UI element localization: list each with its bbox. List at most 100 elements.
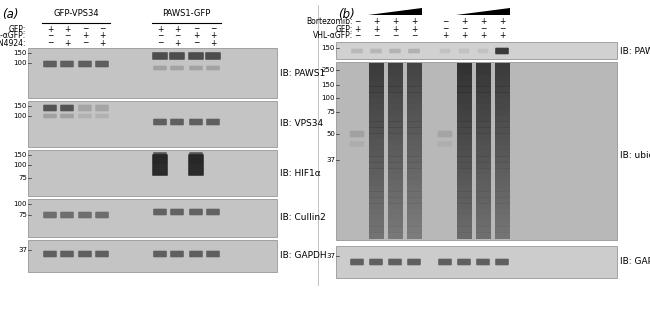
Bar: [495, 220, 510, 227]
Bar: [476, 121, 491, 128]
Bar: [406, 186, 421, 192]
Text: PAWS1-GFP: PAWS1-GFP: [162, 9, 211, 18]
Bar: [456, 203, 471, 209]
Text: +: +: [354, 25, 360, 34]
FancyBboxPatch shape: [439, 49, 450, 53]
Text: −: −: [82, 25, 88, 34]
Bar: [28, 199, 277, 237]
Bar: [476, 92, 491, 99]
Bar: [387, 174, 402, 180]
Text: +: +: [157, 25, 163, 34]
Bar: [456, 86, 471, 93]
Bar: [387, 86, 402, 93]
Bar: [369, 121, 383, 128]
Bar: [406, 69, 421, 75]
Bar: [476, 186, 491, 192]
Bar: [387, 220, 402, 227]
Bar: [476, 156, 491, 163]
Bar: [28, 150, 277, 196]
Bar: [495, 150, 510, 157]
FancyBboxPatch shape: [95, 105, 109, 111]
Text: MLN4924:: MLN4924:: [0, 38, 26, 47]
Bar: [406, 150, 421, 157]
Text: 37: 37: [18, 247, 27, 253]
Bar: [406, 121, 421, 128]
Bar: [387, 133, 402, 139]
FancyBboxPatch shape: [408, 49, 420, 53]
Bar: [387, 168, 402, 174]
FancyBboxPatch shape: [206, 251, 220, 257]
FancyBboxPatch shape: [43, 212, 57, 218]
Text: GFP:: GFP:: [335, 25, 353, 34]
Bar: [495, 98, 510, 104]
Text: −: −: [411, 31, 417, 41]
Text: −: −: [442, 25, 448, 34]
Bar: [369, 81, 383, 87]
FancyBboxPatch shape: [170, 251, 184, 257]
Text: IB: ubiquitin: IB: ubiquitin: [620, 150, 650, 159]
Bar: [495, 81, 510, 87]
FancyBboxPatch shape: [95, 114, 109, 118]
Text: +: +: [373, 18, 379, 27]
Text: +: +: [373, 25, 379, 34]
Bar: [369, 162, 383, 169]
Bar: [476, 98, 491, 104]
Bar: [456, 168, 471, 174]
FancyBboxPatch shape: [153, 119, 167, 125]
Bar: [28, 101, 277, 147]
Text: 250: 250: [322, 67, 335, 73]
Bar: [369, 150, 383, 157]
FancyBboxPatch shape: [188, 52, 204, 60]
FancyBboxPatch shape: [170, 66, 184, 70]
FancyBboxPatch shape: [350, 141, 364, 147]
Text: −: −: [373, 31, 379, 41]
FancyBboxPatch shape: [43, 114, 57, 118]
Bar: [387, 156, 402, 163]
FancyBboxPatch shape: [60, 61, 74, 67]
Bar: [406, 191, 421, 198]
Bar: [387, 121, 402, 128]
Bar: [387, 197, 402, 204]
Bar: [456, 121, 471, 128]
FancyBboxPatch shape: [388, 259, 402, 265]
Text: −: −: [480, 25, 486, 34]
Bar: [456, 133, 471, 139]
FancyBboxPatch shape: [60, 212, 74, 218]
FancyBboxPatch shape: [205, 52, 221, 60]
Bar: [336, 62, 617, 240]
Bar: [369, 145, 383, 151]
FancyBboxPatch shape: [43, 105, 57, 111]
Text: IB: PAWS1: IB: PAWS1: [280, 68, 325, 77]
Bar: [456, 145, 471, 151]
Bar: [456, 191, 471, 198]
Text: VHL-αGFP:: VHL-αGFP:: [313, 31, 353, 41]
Text: +: +: [47, 25, 53, 34]
Bar: [495, 226, 510, 233]
FancyBboxPatch shape: [78, 114, 92, 118]
Bar: [369, 156, 383, 163]
Text: 37: 37: [326, 253, 335, 259]
Bar: [456, 92, 471, 99]
Text: 100: 100: [14, 113, 27, 119]
Text: −: −: [82, 38, 88, 47]
Bar: [369, 215, 383, 221]
Bar: [387, 232, 402, 238]
FancyBboxPatch shape: [189, 66, 203, 70]
FancyBboxPatch shape: [152, 154, 168, 176]
Polygon shape: [368, 8, 422, 15]
Bar: [406, 232, 421, 238]
Bar: [387, 104, 402, 110]
Bar: [387, 110, 402, 116]
Bar: [495, 197, 510, 204]
Bar: [476, 75, 491, 81]
Bar: [495, 145, 510, 151]
Text: +: +: [480, 31, 486, 41]
Bar: [495, 86, 510, 93]
Bar: [369, 75, 383, 81]
FancyBboxPatch shape: [152, 52, 168, 60]
Bar: [495, 92, 510, 99]
Bar: [495, 203, 510, 209]
Text: 150: 150: [14, 50, 27, 56]
Bar: [476, 168, 491, 174]
Text: −: −: [442, 18, 448, 27]
